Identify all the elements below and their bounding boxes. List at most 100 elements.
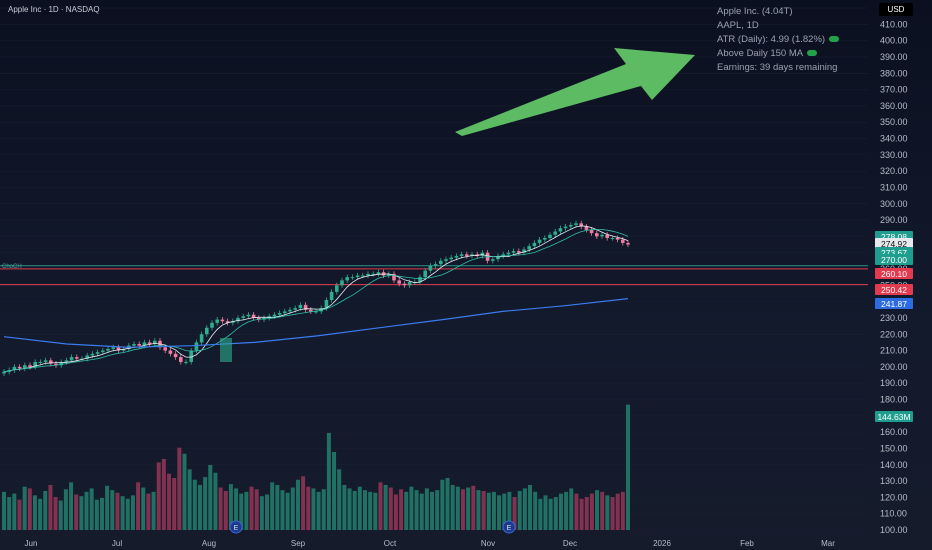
candle-body [454,255,459,258]
y-tick-label: 130.00 [880,476,908,486]
volume-bar [342,484,347,530]
info-panel: Apple Inc. (4.04T) AAPL, 1D ATR (Daily):… [717,5,840,75]
volume-bar [352,491,357,530]
volume-bar [53,497,58,530]
volume-bar [280,490,285,530]
volume-bar [38,498,43,530]
volume-bar [626,404,630,530]
volume-bar [579,498,584,530]
candle-body [543,238,547,240]
volume-bar [533,491,538,530]
candle-body [199,334,204,343]
volume-bar [383,484,388,530]
candle-body [387,273,391,276]
price-badge [875,284,913,295]
volume-bar [450,484,455,530]
volume-bar [497,495,502,530]
x-tick-label: Jul [112,539,122,548]
price-badge-label: 270.00 [881,255,907,265]
volume-bar [285,492,290,530]
x-tick-label: Oct [384,539,397,548]
volume-bar [301,476,306,530]
chart-title: Apple Inc · 1D · NASDAQ [8,5,100,14]
status-dot-icon [807,50,818,57]
candle-body [38,361,43,363]
candle-body [194,342,199,351]
volume-bar [507,491,512,530]
currency-badge[interactable]: USD [879,3,913,16]
volume-bar [74,494,79,530]
volume-bar [538,498,543,530]
candle-body [340,280,344,286]
bullish-arrow-icon [455,48,695,136]
volume-bar [43,491,48,530]
volume-bar [2,491,6,530]
y-tick-label: 160.00 [880,427,908,437]
candle-body [522,249,526,253]
volume-bar [197,484,202,530]
candle-body [376,272,381,274]
candle-body [459,254,464,256]
volume-bar [69,482,74,530]
y-tick-label: 390.00 [880,52,908,62]
volume-bar [249,486,254,530]
choch-label: ChoCH [2,264,22,270]
volume-bar [558,493,563,530]
volume-bar [357,486,362,530]
x-tick-label: Jun [25,539,38,548]
ma150-line [3,298,629,348]
earnings-marker-circle [502,520,516,534]
volume-bar [84,491,89,530]
volume-bar [234,488,239,530]
volume-bar [600,491,605,530]
candle-body [147,342,152,345]
y-tick-label: 150.00 [880,443,908,453]
price-badge [875,238,913,249]
candle-body [184,361,188,363]
candle-body [215,319,219,323]
volume-bar [99,497,104,530]
volume-bar [528,484,533,530]
volume-bar [584,497,589,530]
info-ticker: AAPL, 1D [717,20,759,31]
price-badge [875,254,913,265]
x-tick-label: Aug [202,539,216,548]
candle-body [558,228,563,232]
volume-bar [564,491,569,530]
volume-bar [120,496,125,530]
volume-bar [615,493,620,530]
candle-body [470,254,474,256]
volume-bar [89,488,94,530]
price-badge-label: 274.92 [881,239,907,249]
volume-bar [172,478,177,530]
y-tick-label: 310.00 [880,182,908,192]
volume-bar [440,479,445,530]
y-tick-label: 340.00 [880,134,908,144]
y-tick-label: 330.00 [880,150,908,160]
y-tick-label: 300.00 [880,199,908,209]
candle-body [439,260,443,265]
volume-bar [48,484,53,530]
volume-bar [595,490,600,530]
candle-body [563,226,568,229]
candle-body [205,327,209,335]
candle-body [309,309,313,312]
info-earnings: Earnings: 39 days remaining [717,62,838,73]
earnings-marker-circle [229,520,243,534]
volume-bar [481,491,486,530]
volume-bar [378,482,383,530]
volume-bar [471,485,476,530]
y-tick-label: 100.00 [880,525,908,535]
candle-body [298,304,303,309]
volume-bar [213,472,218,530]
volume-bar [610,497,615,530]
candle-body [402,283,407,286]
volume-bar [192,479,197,530]
volume-bar [12,493,17,530]
volume-bar [326,432,331,530]
candle-body [69,357,74,361]
volume-bar [105,485,110,530]
candle-body [43,360,48,362]
